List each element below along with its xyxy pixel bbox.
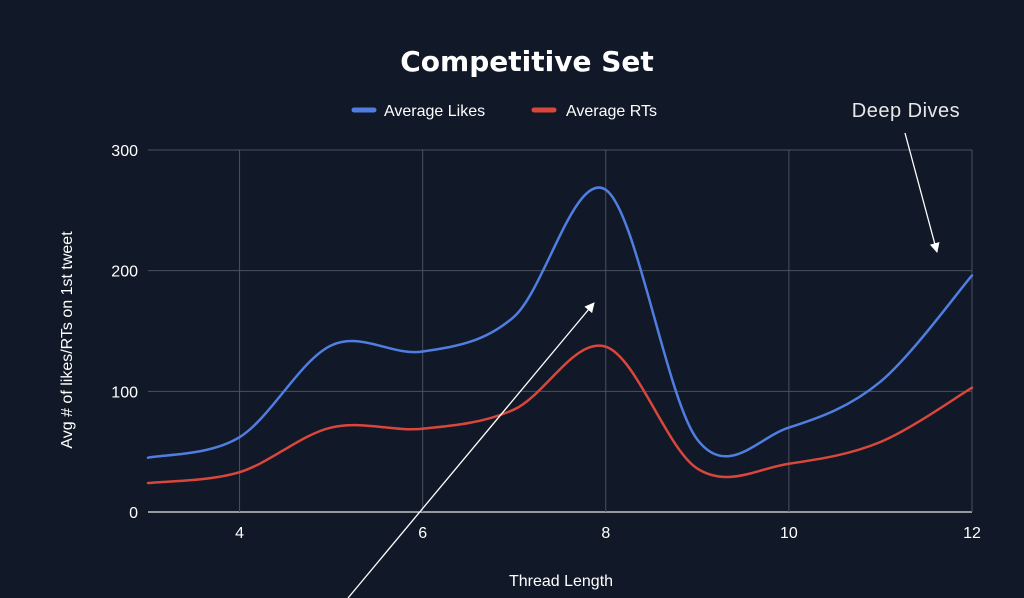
annotation-deep-dives: Deep Dives — [852, 100, 960, 122]
x-tick-label: 8 — [601, 525, 610, 542]
y-tick-label: 100 — [111, 384, 138, 401]
annotation-arrow-peak — [347, 302, 595, 598]
x-tick-label: 6 — [418, 525, 427, 542]
x-axis-label: Thread Length — [509, 573, 613, 590]
series-line-average-likes — [146, 186, 974, 459]
y-axis-label: Avg # of likes/RTs on 1st tweet — [59, 231, 76, 449]
x-tick-label: 12 — [963, 525, 981, 542]
x-tick-label: 4 — [235, 525, 244, 542]
annotation-arrow-deep-dives — [904, 132, 940, 253]
y-axis-ticks: 0 100 200 300 — [111, 143, 138, 522]
series-lines — [146, 186, 974, 485]
x-tick-label: 10 — [780, 525, 798, 542]
legend: Average Likes Average RTs — [351, 103, 657, 120]
series-line-average-rts — [146, 344, 974, 485]
y-tick-label: 300 — [111, 143, 138, 160]
x-axis-ticks: 4 6 8 10 12 — [235, 525, 981, 542]
y-tick-label: 200 — [111, 264, 138, 281]
legend-label: Average RTs — [566, 103, 657, 120]
chart-title: Competitive Set — [400, 45, 654, 78]
y-tick-label: 0 — [129, 505, 138, 522]
legend-label: Average Likes — [384, 103, 485, 120]
